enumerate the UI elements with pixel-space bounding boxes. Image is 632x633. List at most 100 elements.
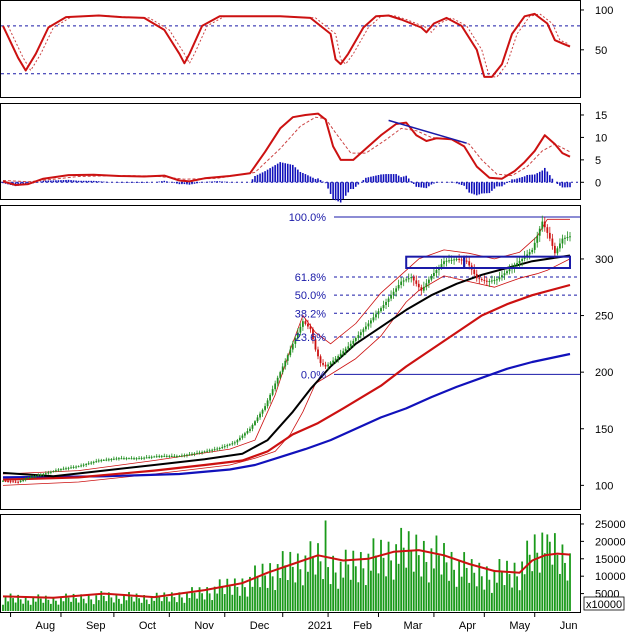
volume-bar: [402, 547, 405, 611]
volume-bar: [405, 567, 408, 611]
volume-bar: [352, 550, 355, 611]
price-ytick-label: 300: [595, 254, 613, 266]
price-ytick-label: 200: [595, 367, 613, 379]
candle-body: [55, 470, 57, 472]
candle-body: [233, 442, 236, 444]
candle-body: [357, 335, 360, 339]
volume-bar: [490, 592, 493, 611]
candle-body: [400, 281, 403, 285]
volume-bar: [271, 576, 274, 611]
candle-body: [130, 458, 133, 460]
volume-bar: [276, 564, 279, 611]
candle-body: [496, 279, 498, 281]
volume-bar: [448, 580, 450, 611]
candle-body: [422, 286, 425, 291]
volume-panel: [0, 514, 581, 613]
price-ytick-label: 150: [595, 424, 613, 436]
candle-body: [543, 221, 546, 228]
volume-bar: [332, 555, 335, 611]
volume-bar: [236, 586, 239, 611]
stochastic-ytick-label: 50: [595, 45, 607, 57]
candle-body: [87, 463, 90, 465]
volume-bar: [123, 595, 125, 611]
volume-bar: [150, 596, 153, 611]
candle-body: [284, 360, 287, 367]
volume-bar: [158, 596, 161, 611]
volume-bar: [170, 592, 173, 611]
x-tick-label: Sep: [86, 620, 106, 632]
volume-bar: [133, 601, 135, 611]
candle-body: [110, 459, 113, 461]
volume-bar: [188, 597, 191, 611]
macd-trendline: [388, 119, 467, 144]
volume-bar: [521, 561, 524, 611]
volume-bar: [526, 540, 529, 611]
volume-bar: [438, 555, 440, 611]
volume-bar: [445, 562, 448, 611]
volume-bar: [397, 563, 400, 611]
volume-bar: [455, 586, 458, 611]
candle-body: [569, 236, 571, 238]
candle-body: [97, 460, 100, 462]
volume-bar: [37, 594, 40, 611]
candle-body: [566, 237, 569, 239]
volume-bar: [145, 599, 148, 611]
candle-body: [312, 329, 314, 340]
candle-body: [528, 252, 531, 255]
volume-bar: [362, 568, 365, 611]
volume-ytick-label: 10000: [595, 571, 626, 583]
volume-bar: [344, 549, 347, 611]
candle-body: [506, 271, 508, 274]
bollinger-lower-band: [2, 258, 571, 486]
candle-body: [417, 283, 420, 288]
candle-body: [475, 273, 478, 279]
candle-body: [145, 457, 148, 459]
volume-bar: [400, 527, 403, 611]
candle-body: [359, 332, 362, 336]
volume-bar: [196, 598, 198, 611]
volume-bar: [203, 599, 206, 611]
x-tick-label: Mar: [403, 620, 422, 632]
volume-bar: [29, 604, 32, 611]
volume-bar: [75, 598, 77, 611]
volume-bar: [193, 592, 196, 611]
volume-bar: [211, 600, 214, 611]
volume-bar: [22, 603, 25, 611]
volume-bar: [564, 562, 566, 611]
candle-body: [269, 394, 272, 401]
candle-body: [445, 260, 448, 262]
volume-bar: [65, 593, 67, 611]
candle-body: [561, 238, 564, 244]
volume-bar: [279, 578, 282, 611]
candle-body: [450, 259, 453, 261]
candle-body: [77, 466, 80, 468]
stochastic-panel: [0, 0, 581, 98]
candle-body: [314, 339, 317, 350]
candle-body: [193, 453, 196, 455]
volume-bar: [218, 579, 221, 611]
volume-bar: [251, 586, 254, 611]
label-layer: 10050151050100.0%61.8%50.0%38.2%23.6%0.0…: [36, 5, 626, 632]
candle-body: [206, 450, 209, 452]
candle-body: [158, 455, 161, 457]
x-tick-label: Dec: [250, 620, 270, 632]
candle-body: [256, 417, 259, 422]
candle-body: [286, 355, 289, 361]
volume-bar: [415, 534, 418, 611]
candle-body: [191, 453, 193, 455]
candle-body: [448, 260, 450, 262]
x-tick-label: Aug: [36, 620, 56, 632]
candle-body: [107, 459, 110, 461]
macd-ytick-label: 0: [595, 177, 601, 189]
volume-bar: [191, 587, 193, 611]
candle-body: [387, 298, 390, 302]
candle-body: [430, 275, 433, 280]
volume-bar: [417, 555, 420, 611]
candle-body: [546, 227, 549, 233]
volume-bar: [506, 560, 508, 611]
volume-bar: [301, 585, 304, 611]
volume-bar: [269, 563, 272, 611]
candle-body: [344, 348, 347, 352]
candle-body: [480, 279, 483, 281]
